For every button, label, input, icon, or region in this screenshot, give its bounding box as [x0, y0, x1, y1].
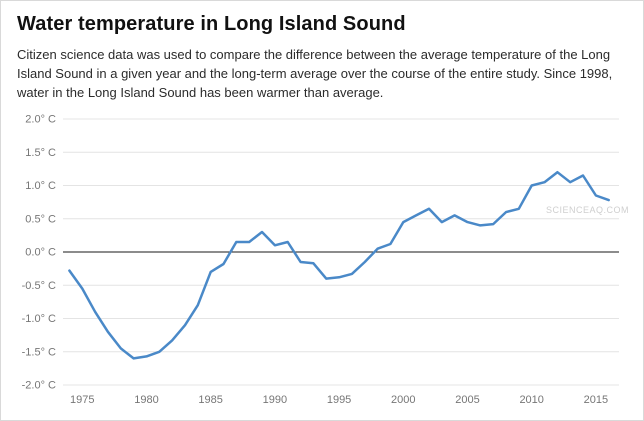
y-tick-label: -2.0° C: [22, 379, 56, 391]
x-tick-label: 2000: [391, 394, 415, 406]
x-tick-label: 2010: [519, 394, 543, 406]
x-tick-label: 1980: [134, 394, 158, 406]
y-tick-label: 0.5° C: [25, 213, 56, 225]
y-tick-label: 0.0° C: [25, 246, 56, 258]
x-tick-label: 1985: [198, 394, 222, 406]
x-tick-label: 1995: [327, 394, 351, 406]
y-tick-label: -1.0° C: [22, 313, 56, 325]
chart-canvas: 2.0° C 1.5° C 1.0° C 0.5° C 0.0° C -0.5° C -1.…: [22, 113, 619, 406]
chart-description: Citizen science data was used to compare…: [17, 47, 613, 100]
x-tick-label: 1990: [263, 394, 287, 406]
y-tick-label: 2.0° C: [25, 113, 56, 125]
x-tick-label: 1975: [70, 394, 94, 406]
y-tick-label: -0.5° C: [22, 279, 56, 291]
page-title: Water temperature in Long Island Sound: [17, 13, 406, 35]
x-tick-label: 2015: [584, 394, 608, 406]
y-tick-label: -1.5° C: [22, 346, 56, 358]
temperature-difference-line: [68, 170, 610, 360]
line-chart: 2.0° C 1.5° C 1.0° C 0.5° C 0.0° C -0.5° C -1.…: [17, 109, 629, 411]
y-tick-label: 1.5° C: [25, 146, 56, 158]
y-tick-label: 1.0° C: [25, 180, 56, 192]
x-tick-label: 2005: [455, 394, 479, 406]
